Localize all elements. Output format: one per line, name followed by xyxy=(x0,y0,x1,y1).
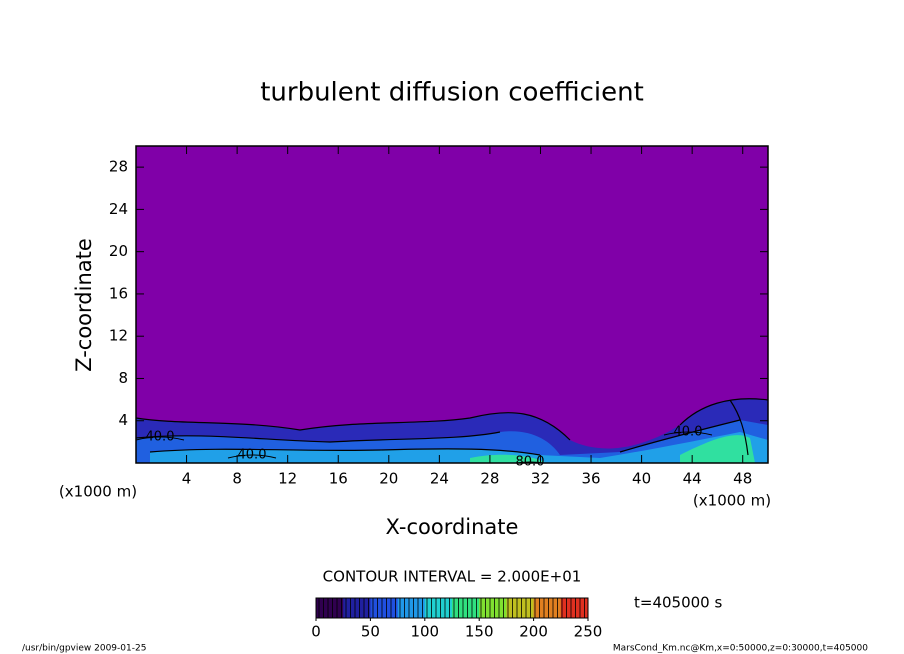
x-tick-label: 20 xyxy=(379,470,398,488)
colorbar-segment xyxy=(424,598,453,618)
y-tick-label: 24 xyxy=(109,200,128,218)
footer-left: /usr/bin/gpview 2009-01-25 xyxy=(22,644,146,654)
field-region xyxy=(470,435,755,463)
colorbar-frame xyxy=(315,597,589,619)
y-tick-label: 28 xyxy=(109,158,128,176)
time-label: t=405000 s xyxy=(634,594,722,612)
chart-title: turbulent diffusion coefficient xyxy=(260,78,644,108)
contour-line xyxy=(136,398,768,456)
colorbar-tick-label: 50 xyxy=(361,623,380,641)
colorbar-segment xyxy=(370,598,399,618)
contour-label: 40.0 xyxy=(238,448,267,463)
x-tick-label: 44 xyxy=(683,470,702,488)
x-tick-label: 16 xyxy=(329,470,348,488)
x-tick-label: 36 xyxy=(581,470,600,488)
colorbar-segment xyxy=(397,598,426,618)
contour-line xyxy=(227,454,277,459)
plot-background xyxy=(136,146,768,463)
colorbar-segment xyxy=(479,598,507,618)
x-tick-label: 32 xyxy=(531,470,550,488)
x-tick-label: 24 xyxy=(430,470,449,488)
y-tick-label: 16 xyxy=(109,284,128,302)
field xyxy=(136,398,768,463)
contour-line xyxy=(513,461,547,463)
colorbar-tick-label: 200 xyxy=(519,623,548,641)
x-unit: (x1000 m) xyxy=(693,492,771,510)
colorbar-segment xyxy=(452,598,480,618)
contour-label: 40.0 xyxy=(146,430,175,445)
x-tick-label: 8 xyxy=(232,470,242,488)
x-tick-label: 40 xyxy=(632,470,651,488)
contour-line xyxy=(136,436,185,441)
contour-label: 80.0 xyxy=(516,455,545,470)
colorbar-segment xyxy=(343,598,371,618)
plot-frame xyxy=(135,145,769,464)
colorbar-tick-label: 150 xyxy=(465,623,494,641)
colorbar-tick-label: 0 xyxy=(311,623,321,641)
y-tick-label: 4 xyxy=(118,411,128,429)
x-tick-label: 12 xyxy=(278,470,297,488)
colorbar-segment xyxy=(316,598,344,618)
x-tick-label: 28 xyxy=(480,470,499,488)
contour-line xyxy=(663,431,713,436)
colorbar-segment xyxy=(533,598,562,618)
colorbar-tick-label: 100 xyxy=(410,623,439,641)
contour-interval: CONTOUR INTERVAL = 2.000E+01 xyxy=(323,568,582,586)
footer-right: MarsCond_Km.nc@Km,x=0:50000,z=0:30000,t=… xyxy=(613,644,868,654)
y-axis-label: Z-coordinate xyxy=(72,238,96,372)
x-tick-label: 4 xyxy=(182,470,192,488)
x-axis-label: X-coordinate xyxy=(386,515,519,539)
y-unit: (x1000 m) xyxy=(59,483,137,501)
colorbar-segment xyxy=(560,598,589,618)
contour-label: 40.0 xyxy=(674,425,703,440)
colorbar-tick-label: 250 xyxy=(574,623,603,641)
y-tick-label: 12 xyxy=(109,327,128,345)
y-tick-label: 8 xyxy=(118,369,128,387)
colorbar-segment xyxy=(506,598,535,618)
y-tick-label: 20 xyxy=(109,242,128,260)
x-tick-label: 48 xyxy=(733,470,752,488)
field-region xyxy=(150,432,768,463)
